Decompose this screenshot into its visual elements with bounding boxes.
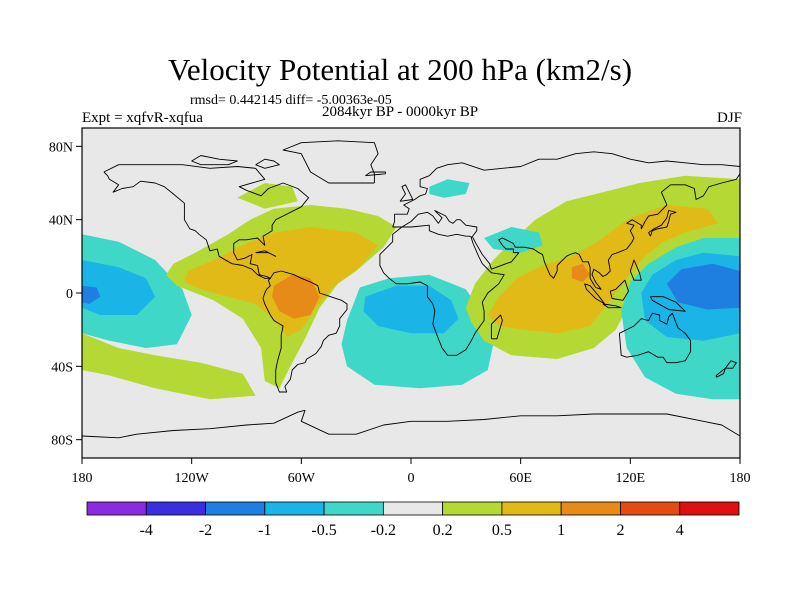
colorbar-label: 0.5 xyxy=(492,522,512,539)
coastline-2 xyxy=(282,140,379,184)
coastline-17 xyxy=(255,158,280,169)
coastline-11 xyxy=(602,303,622,309)
x-tick-label: 60W xyxy=(288,471,316,486)
coastline-19 xyxy=(629,259,642,281)
colorbar-label: -0.5 xyxy=(311,522,336,539)
coastline-12 xyxy=(725,360,737,369)
coastline-3 xyxy=(379,151,740,356)
colorbar-swatch xyxy=(86,501,147,516)
x-tick-label: 0 xyxy=(408,471,415,486)
colorbar-label: 4 xyxy=(676,522,684,539)
region-west-pacific-core xyxy=(666,263,740,310)
coastline-15 xyxy=(255,250,277,257)
colorbar-swatch xyxy=(560,501,621,516)
coastline-10 xyxy=(650,296,686,312)
region-south-pacific-positive xyxy=(82,333,256,400)
region-europe-negative xyxy=(429,179,470,198)
coastline-0 xyxy=(103,164,310,279)
x-tick-label: 180 xyxy=(730,471,751,486)
coastline-4 xyxy=(618,312,692,364)
colorbar-swatch xyxy=(501,501,562,516)
y-tick-label: 80S xyxy=(51,434,73,449)
colorbar-swatch xyxy=(264,501,325,516)
region-date-line-core xyxy=(82,285,101,304)
region-newfoundland-positive xyxy=(237,183,298,209)
colorbar: -4 -2 -1 -0.5 -0.2 0.2 0.5 1 2 4 xyxy=(86,501,740,539)
coastline-7 xyxy=(490,314,503,340)
axis-ticks: 80N 40N 0 40S 80S 180 120W 60W 0 60E 120E 180 xyxy=(49,140,751,486)
colorbar-swatch xyxy=(442,501,503,516)
colorbar-label: 1 xyxy=(557,522,565,539)
stats-label: rmsd= 0.442145 diff= -5.00363e-05 xyxy=(190,93,392,108)
season-label: DJF xyxy=(716,110,742,126)
coastline-1 xyxy=(262,270,348,393)
coastline-9 xyxy=(609,279,629,301)
x-tick-label: 60E xyxy=(509,471,532,486)
y-tick-label: 40N xyxy=(49,214,73,229)
colorbar-swatch xyxy=(145,501,206,516)
coastline-14 xyxy=(365,171,386,177)
colorbar-swatch xyxy=(620,501,681,516)
x-tick-label: 180 xyxy=(72,471,93,486)
region-arabia-negative xyxy=(484,227,543,253)
colorbar-swatch xyxy=(679,501,740,516)
y-tick-label: 80N xyxy=(49,140,73,155)
region-amazon-core xyxy=(272,274,320,319)
colorbar-label: -0.2 xyxy=(371,522,396,539)
y-tick-label: 0 xyxy=(66,287,73,302)
contour-fills xyxy=(82,175,740,400)
chart-title: Velocity Potential at 200 hPa (km2/s) xyxy=(167,52,633,87)
colorbar-label: -2 xyxy=(199,522,212,539)
coastline-5 xyxy=(399,184,414,202)
x-tick-label: 120E xyxy=(616,471,646,486)
experiment-label: Expt = xqfvR-xqfua xyxy=(82,110,203,126)
coastline-13 xyxy=(715,367,726,378)
region-indian-ocean-core xyxy=(571,263,591,282)
region-eurasia-mid xyxy=(487,205,719,334)
region-east-pacific-core xyxy=(82,260,156,315)
colorbar-label: -4 xyxy=(140,522,153,539)
period-label: 2084kyr BP - 0000kyr BP xyxy=(322,104,479,120)
colorbar-swatch xyxy=(205,501,266,516)
colorbar-swatch xyxy=(382,501,444,516)
colorbar-swatch xyxy=(323,501,384,516)
y-tick-label: 40S xyxy=(51,360,73,375)
coastline-16 xyxy=(82,409,740,439)
coastline-6 xyxy=(648,210,677,237)
colorbar-label: 0.2 xyxy=(433,522,453,539)
coastlines xyxy=(82,140,740,439)
coastline-18 xyxy=(191,155,238,166)
region-atlantic-core xyxy=(363,285,459,334)
x-tick-label: 120W xyxy=(175,471,210,486)
colorbar-label: 2 xyxy=(616,522,624,539)
colorbar-label: -1 xyxy=(258,522,271,539)
